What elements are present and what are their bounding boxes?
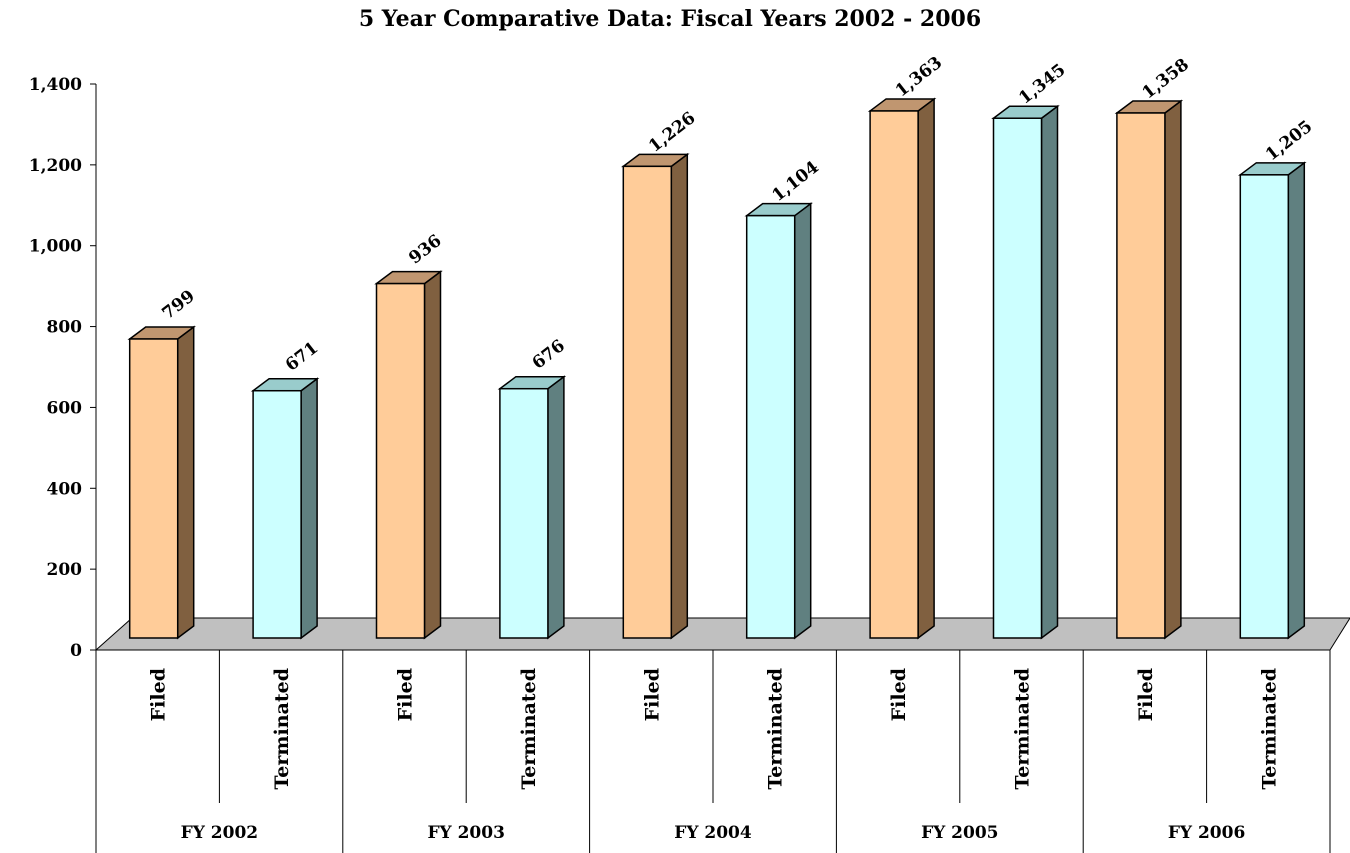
category-label-terminated: Terminated xyxy=(1258,668,1280,790)
bar-filed-side xyxy=(1164,99,1182,640)
bars xyxy=(127,97,1307,640)
y-tick-label: 200 xyxy=(47,560,83,580)
category-label-terminated: Terminated xyxy=(1012,668,1034,790)
chart-title: 5 Year Comparative Data: Fiscal Years 20… xyxy=(359,6,981,32)
data-label: 1,226 xyxy=(645,108,699,157)
bar-filed xyxy=(622,165,673,639)
category-label-filed: Filed xyxy=(395,668,417,721)
y-tick-label: 400 xyxy=(47,479,83,499)
data-label: 1,363 xyxy=(892,53,946,102)
bar-filed-side xyxy=(917,97,935,640)
data-label: 1,358 xyxy=(1139,55,1193,104)
category-label-filed: Filed xyxy=(641,668,663,721)
bar-filed xyxy=(375,282,426,639)
bar-filed-side xyxy=(176,325,195,640)
category-label-filed: Filed xyxy=(148,668,170,721)
bar-filed xyxy=(128,338,179,639)
y-tick-label: 600 xyxy=(47,398,83,418)
data-label: 676 xyxy=(529,336,569,374)
bar-terminated-side xyxy=(547,375,565,640)
category-label-terminated: Terminated xyxy=(271,668,293,790)
bar-filed-side xyxy=(670,152,689,640)
data-label: 936 xyxy=(405,231,445,269)
y-tick-label: 0 xyxy=(70,641,82,661)
data-label: 1,104 xyxy=(768,157,822,206)
bar-terminated-side xyxy=(793,202,812,640)
y-tick-label: 1,200 xyxy=(29,156,82,176)
bar-filed xyxy=(1116,112,1166,639)
data-label: 1,205 xyxy=(1262,117,1316,166)
bar-filed-side xyxy=(423,270,442,640)
group-label: FY 2003 xyxy=(427,823,504,843)
y-tick-label: 1,000 xyxy=(29,237,82,257)
group-label: FY 2002 xyxy=(181,823,258,843)
bar-filed xyxy=(869,110,919,639)
y-tick-label: 1,400 xyxy=(29,75,82,95)
category-label-terminated: Terminated xyxy=(765,668,787,790)
data-label: 1,345 xyxy=(1015,60,1069,109)
category-label-terminated: Terminated xyxy=(518,668,540,790)
group-label: FY 2006 xyxy=(1168,823,1245,843)
bar-terminated-side xyxy=(300,377,318,640)
group-label: FY 2004 xyxy=(674,823,752,843)
category-axis: Filed Terminated FY 2002 Filed Terminated FY … xyxy=(95,649,1331,853)
category-label-filed: Filed xyxy=(888,668,910,721)
bar-terminated xyxy=(252,389,302,639)
bar-terminated xyxy=(499,387,549,639)
y-tick-label: 800 xyxy=(47,318,83,338)
category-label-filed: Filed xyxy=(1135,668,1157,721)
group-label: FY 2005 xyxy=(921,823,998,843)
bar-terminated xyxy=(992,117,1043,639)
data-label: 799 xyxy=(158,286,198,324)
bar-terminated xyxy=(745,214,796,639)
bar-terminated-side xyxy=(1287,161,1306,640)
data-label: 671 xyxy=(282,338,322,376)
bar-terminated-side xyxy=(1040,104,1059,640)
bar-terminated xyxy=(1239,174,1290,639)
